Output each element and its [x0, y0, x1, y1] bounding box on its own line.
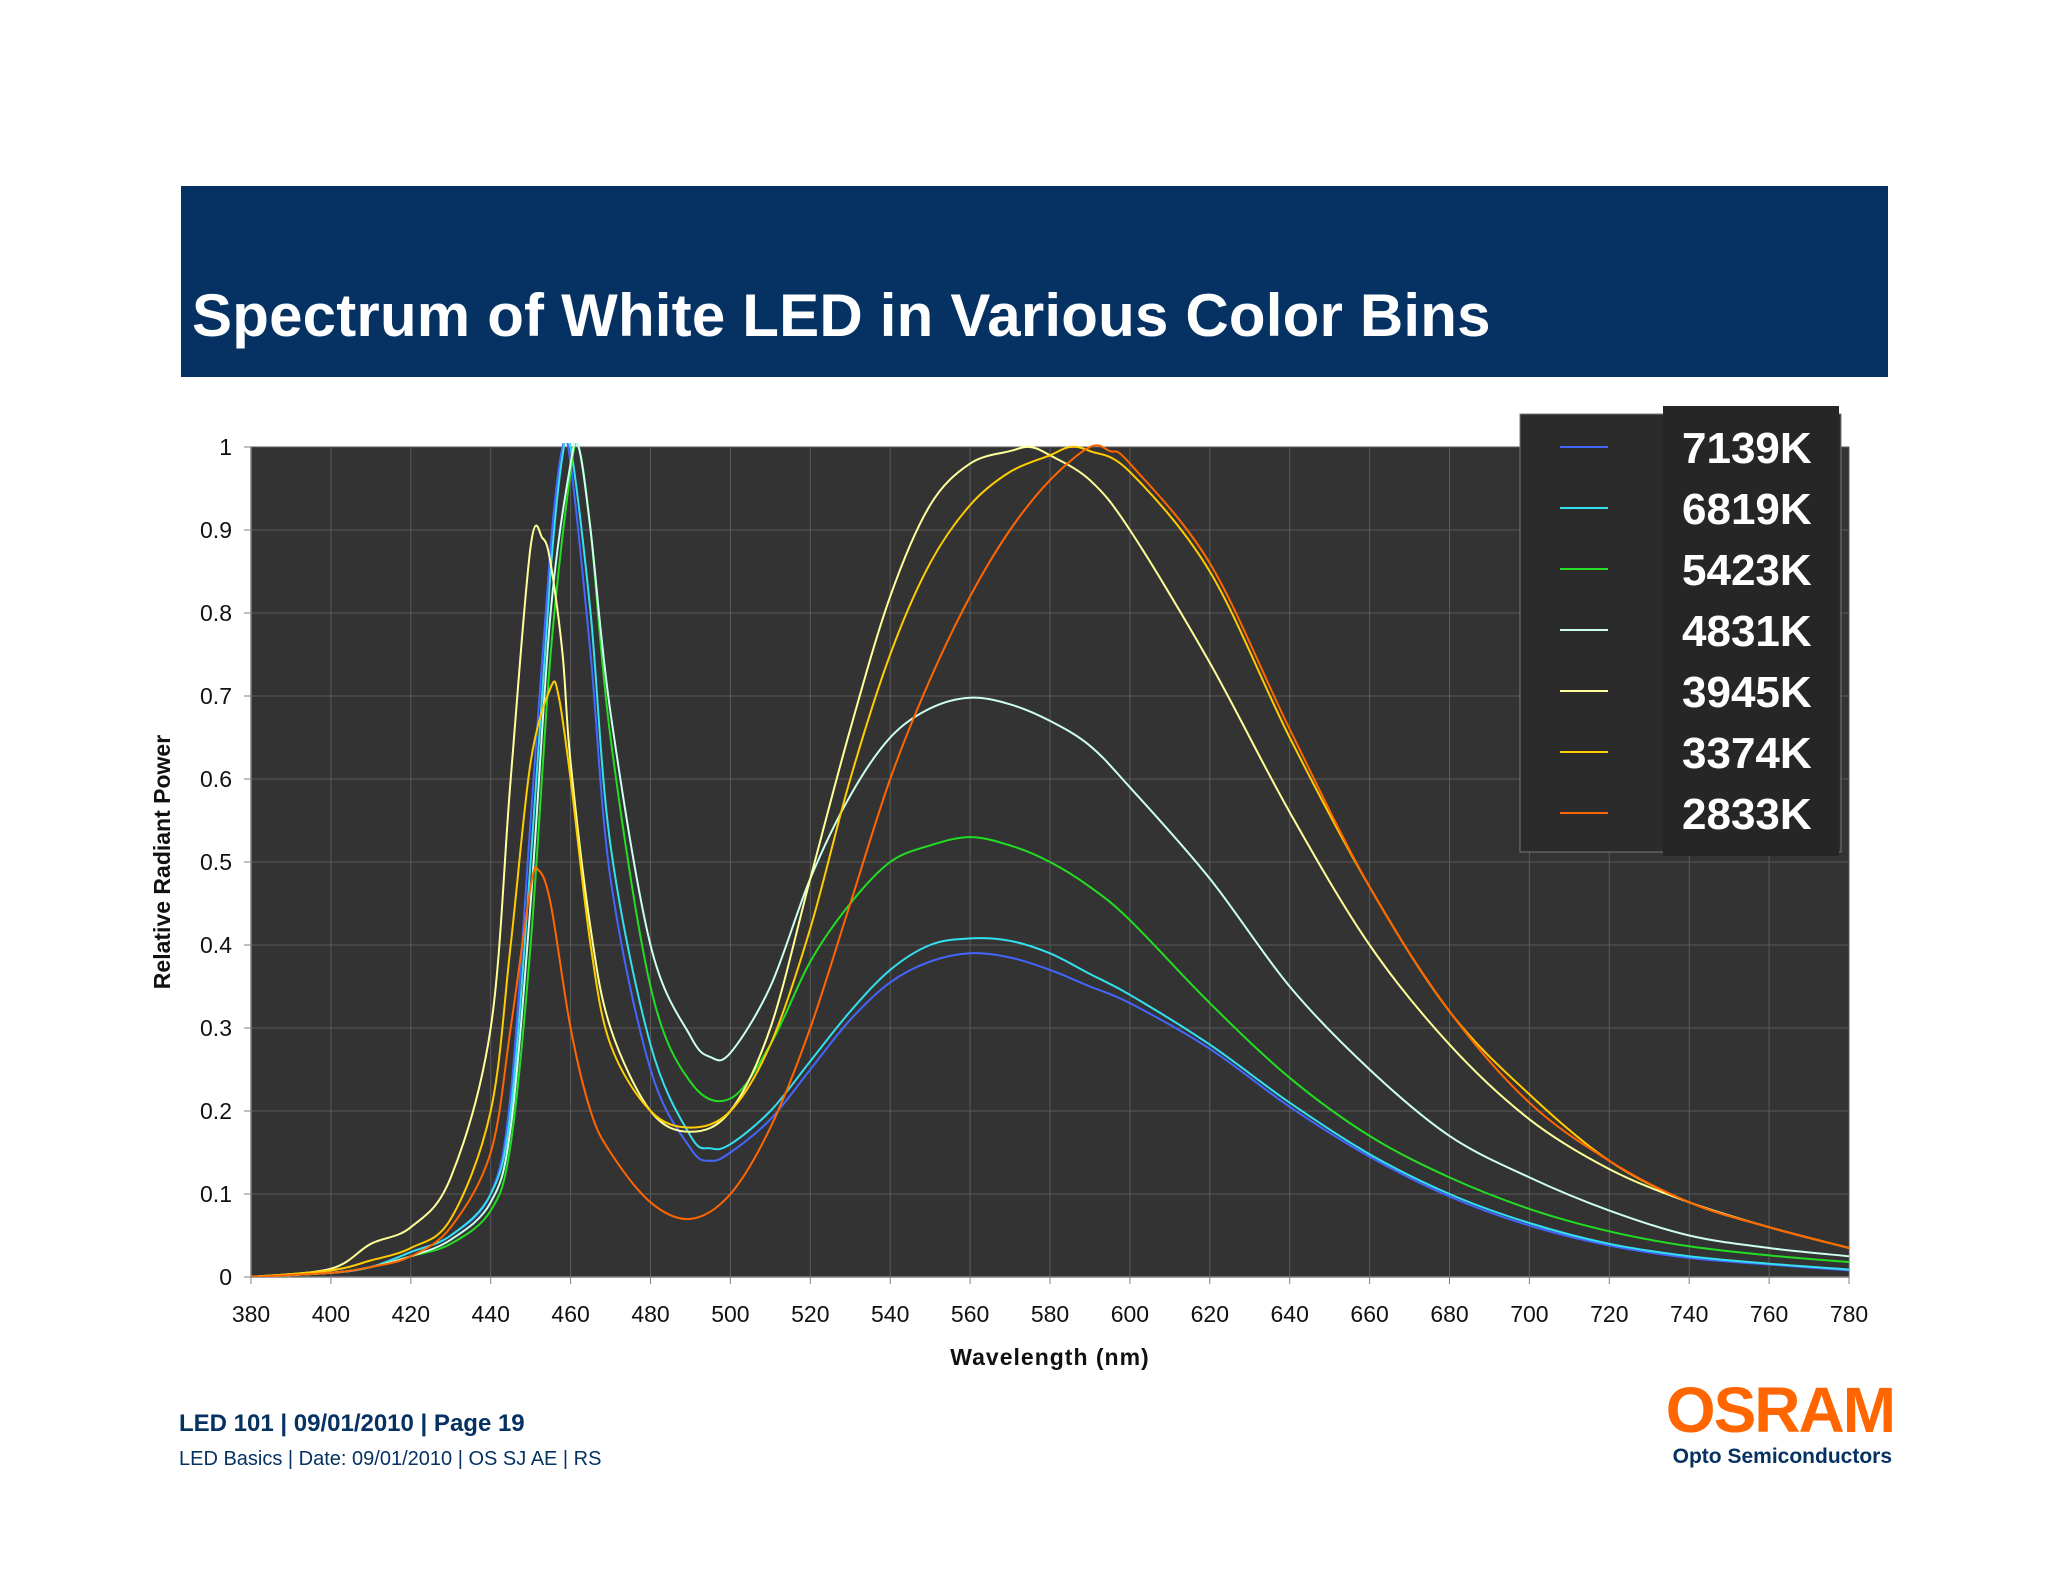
title-banner: Spectrum of White LED in Various Color B…: [181, 186, 1888, 377]
legend-label-panel: [1663, 406, 1839, 856]
series-line-6819K: [251, 443, 1849, 1277]
x-tick-label: 660: [1350, 1301, 1388, 1327]
x-tick-label: 620: [1191, 1301, 1229, 1327]
y-tick-label: 0.5: [200, 849, 232, 875]
legend-label-5423K: 5423K: [1682, 546, 1812, 595]
x-tick-label: 780: [1830, 1301, 1868, 1327]
y-tick-label: 0.2: [200, 1098, 232, 1124]
series-line-4831K: [251, 443, 1849, 1277]
y-tick-label: 0.7: [200, 683, 232, 709]
x-tick-label: 740: [1670, 1301, 1708, 1327]
series-line-7139K: [251, 443, 1849, 1277]
legend-label-4831K: 4831K: [1682, 607, 1812, 656]
legend-label-2833K: 2833K: [1682, 790, 1812, 839]
y-tick-label: 0.1: [200, 1181, 232, 1207]
logo-wordmark: OSRAM: [1665, 1374, 1896, 1446]
y-tick-label: 0: [219, 1264, 232, 1290]
legend-label-7139K: 7139K: [1682, 424, 1812, 473]
x-tick-label: 400: [312, 1301, 350, 1327]
y-axis-title: Relative Radiant Power: [149, 735, 175, 989]
y-tick-label: 0.3: [200, 1015, 232, 1041]
x-tick-label: 560: [951, 1301, 989, 1327]
x-tick-label: 440: [472, 1301, 510, 1327]
x-tick-label: 580: [1031, 1301, 1069, 1327]
series-line-3945K: [251, 445, 1849, 1277]
x-tick-label: 640: [1271, 1301, 1309, 1327]
y-tick-label: 1: [219, 434, 232, 460]
x-tick-label: 500: [711, 1301, 749, 1327]
footer-line-2: LED Basics | Date: 09/01/2010 | OS SJ AE…: [179, 1448, 602, 1470]
x-tick-label: 420: [392, 1301, 430, 1327]
series-line-2833K: [251, 444, 1849, 1277]
series-line-5423K: [251, 443, 1849, 1277]
x-tick-label: 720: [1590, 1301, 1628, 1327]
x-tick-label: 680: [1430, 1301, 1468, 1327]
x-tick-label: 700: [1510, 1301, 1548, 1327]
legend-label-6819K: 6819K: [1682, 485, 1812, 534]
logo-subtitle: Opto Semiconductors: [1672, 1445, 1892, 1468]
osram-logo: OSRAM Opto Semiconductors: [1660, 1374, 1896, 1470]
x-tick-label: 380: [232, 1301, 270, 1327]
legend-label-3945K: 3945K: [1682, 668, 1812, 717]
footer-line-1: LED 101 | 09/01/2010 | Page 19: [179, 1410, 525, 1437]
y-tick-label: 0.6: [200, 766, 232, 792]
y-tick-label: 0.9: [200, 517, 232, 543]
y-tick-label: 0.4: [200, 932, 232, 958]
legend-label-3374K: 3374K: [1682, 729, 1812, 778]
y-tick-label: 0.8: [200, 600, 232, 626]
x-axis-title: Wavelength (nm): [950, 1344, 1149, 1370]
x-tick-label: 600: [1111, 1301, 1149, 1327]
x-tick-label: 480: [631, 1301, 669, 1327]
x-tick-label: 520: [791, 1301, 829, 1327]
x-tick-label: 760: [1750, 1301, 1788, 1327]
x-tick-label: 540: [871, 1301, 909, 1327]
x-tick-label: 460: [551, 1301, 589, 1327]
page-title: Spectrum of White LED in Various Color B…: [192, 282, 1491, 349]
